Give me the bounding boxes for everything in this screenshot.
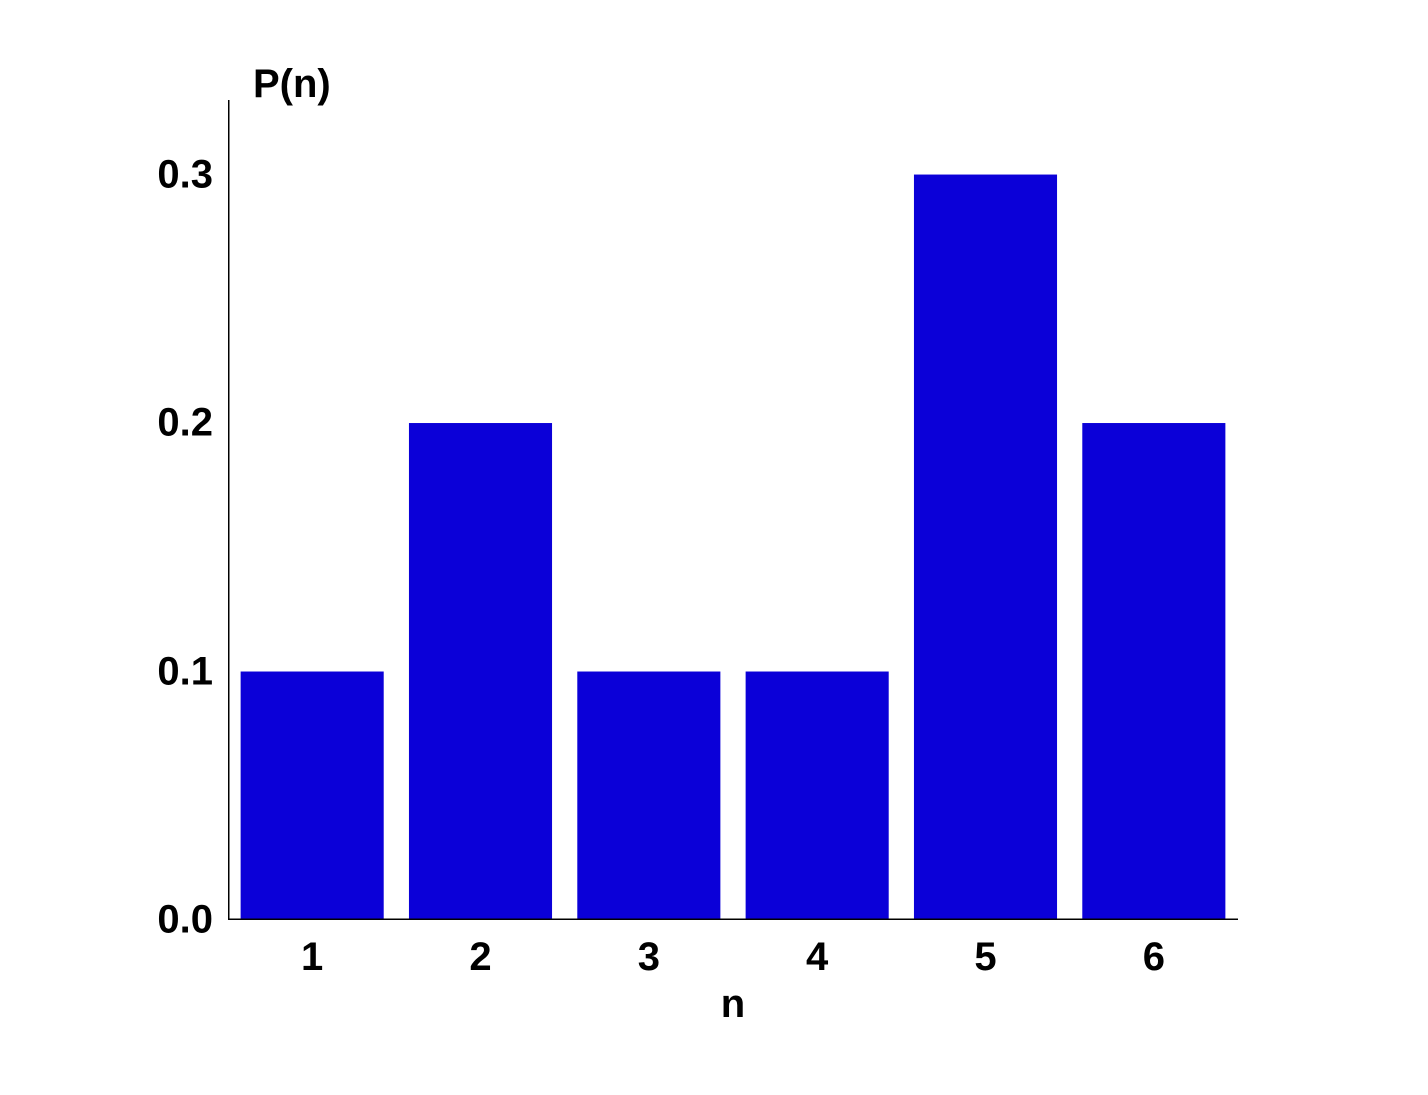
bar [577,672,720,920]
x-axis-title: n [721,982,745,1027]
y-tick-label: 0.0 [157,898,213,943]
x-tick-label: 5 [974,935,996,980]
x-tick-label: 1 [301,935,323,980]
bar [746,672,889,920]
y-axis-title: P(n) [253,62,331,107]
bar [241,672,384,920]
y-tick-label: 0.1 [157,649,213,694]
x-tick-label: 2 [469,935,491,980]
bar [1082,423,1225,920]
bar-chart [228,100,1238,920]
y-tick-label: 0.2 [157,401,213,446]
bar [409,423,552,920]
x-tick-label: 6 [1143,935,1165,980]
x-tick-label: 4 [806,935,828,980]
chart-container: P(n) n 0.0 0.1 0.2 0.3 1 2 3 4 5 6 [108,40,1308,1040]
bar [914,175,1057,920]
y-tick-label: 0.3 [157,152,213,197]
x-tick-label: 3 [638,935,660,980]
